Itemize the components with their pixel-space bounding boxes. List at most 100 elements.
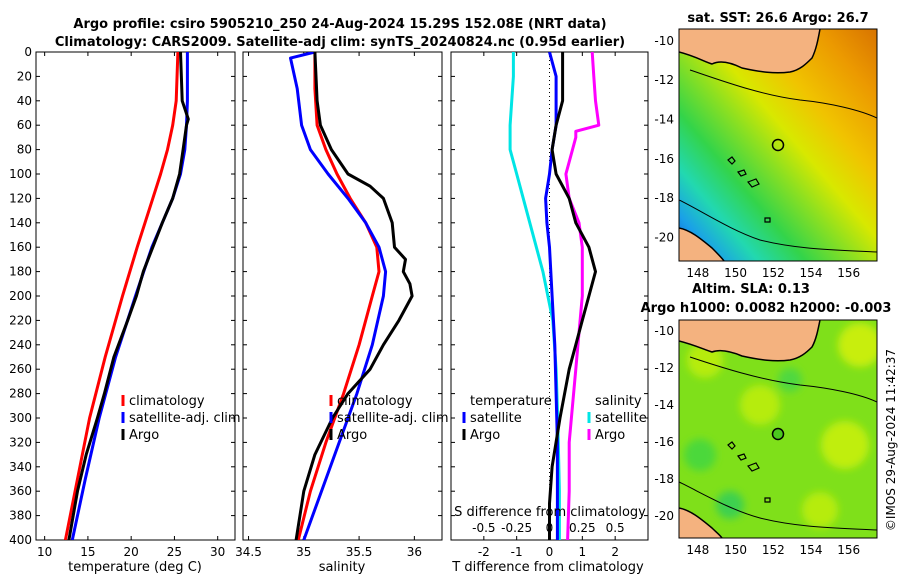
sla-anomalies bbox=[684, 323, 877, 528]
figure-title-line2: Climatology: CARS2009. Satellite-adj cli… bbox=[55, 35, 625, 50]
legend-s-satellite: satellite bbox=[595, 411, 647, 426]
legend-temperature-heading: temperature bbox=[470, 394, 552, 409]
depth-tick-label: 100 bbox=[9, 167, 32, 181]
series-line-temperature-argo bbox=[564, 52, 601, 540]
sla-anomaly-high bbox=[802, 492, 838, 528]
x-tick-label: 15 bbox=[80, 545, 95, 559]
t-diff-tick-label: 2 bbox=[611, 545, 619, 559]
sla-map-title-line1: Altim. SLA: 0.13 bbox=[692, 282, 810, 297]
lines-layer bbox=[63, 52, 601, 540]
difference-legend: temperature satellite Argo salinity sate… bbox=[462, 394, 647, 443]
sst-coastline-north bbox=[679, 29, 821, 74]
sst-land-southwest bbox=[679, 228, 724, 261]
depth-tick-label: 20 bbox=[17, 69, 32, 83]
sla-anomaly-high bbox=[838, 323, 877, 367]
depth-tick-label: 40 bbox=[17, 94, 32, 108]
sla-contour-south bbox=[679, 481, 877, 531]
series-line-satellite-adj-clim bbox=[70, 52, 189, 540]
temperature-legend: climatology satellite-adj. clim Argo bbox=[121, 394, 241, 443]
lon-tick-label: 150 bbox=[724, 543, 747, 557]
lat-tick-label: -18 bbox=[654, 191, 674, 205]
legend-s-argo: Argo bbox=[595, 428, 625, 443]
lon-tick-label: 156 bbox=[837, 266, 860, 280]
depth-tick-label: 200 bbox=[9, 289, 32, 303]
legend-salinity-heading: salinity bbox=[595, 394, 642, 409]
sst-coastline-south bbox=[679, 227, 725, 261]
lat-tick-label: -16 bbox=[654, 152, 674, 166]
sla-anomaly-high bbox=[740, 385, 780, 425]
sst-contour-north bbox=[689, 69, 877, 119]
legend-satellite: satellite-adj. clim bbox=[337, 411, 449, 426]
lon-tick-label: 152 bbox=[762, 266, 785, 280]
sst-map-frame bbox=[678, 28, 878, 262]
legend-argo: Argo bbox=[129, 428, 159, 443]
series-line-argo bbox=[294, 52, 414, 540]
x-tick-label: 20 bbox=[124, 545, 139, 559]
depth-tick-label: 180 bbox=[9, 265, 32, 279]
lat-tick-label: -12 bbox=[654, 361, 674, 375]
salinity-xlabel: salinity bbox=[319, 560, 366, 575]
lat-tick-label: -10 bbox=[654, 34, 674, 48]
t-diff-tick-label: -2 bbox=[478, 545, 490, 559]
depth-tick-label: 400 bbox=[9, 533, 32, 547]
sla-map bbox=[679, 320, 877, 538]
sdiff-xlabel: S difference from climatology bbox=[454, 505, 646, 520]
depth-tick-label: 0 bbox=[24, 45, 32, 59]
lat-tick-label: -14 bbox=[654, 398, 674, 412]
depth-tick-label: 260 bbox=[9, 362, 32, 376]
x-tick-label: 10 bbox=[37, 545, 52, 559]
sla-anomaly-low bbox=[684, 439, 716, 471]
legend-argo: Argo bbox=[337, 428, 367, 443]
x-tick-label: 34.5 bbox=[235, 545, 262, 559]
sla-map-title-line2: Argo h1000: 0.0082 h2000: -0.003 bbox=[641, 301, 892, 316]
t-diff-tick-label: 1 bbox=[579, 545, 587, 559]
sla-anomaly-low bbox=[716, 491, 744, 519]
depth-tick-label: 240 bbox=[9, 338, 32, 352]
lat-tick-label: -10 bbox=[654, 324, 674, 338]
legend-climatology: climatology bbox=[129, 394, 205, 409]
x-tick-label: 36 bbox=[407, 545, 422, 559]
depth-tick-label: 320 bbox=[9, 435, 32, 449]
s-diff-tick-label: 0.25 bbox=[569, 521, 596, 535]
x-tick-label: 30 bbox=[210, 545, 225, 559]
lat-tick-label: -12 bbox=[654, 73, 674, 87]
series-line-climatology bbox=[63, 52, 180, 540]
x-tick-label: 35.5 bbox=[346, 545, 373, 559]
sla-anomaly-high bbox=[821, 421, 869, 469]
s-diff-tick-label: -0.25 bbox=[501, 521, 532, 535]
legend-t-argo: Argo bbox=[470, 428, 500, 443]
tdiff-xlabel: T difference from climatology bbox=[451, 560, 644, 575]
lon-tick-label: 154 bbox=[800, 543, 823, 557]
sst-argo-marker bbox=[771, 138, 785, 152]
lon-tick-label: 152 bbox=[762, 543, 785, 557]
lon-tick-label: 148 bbox=[686, 266, 709, 280]
sla-reefs bbox=[727, 441, 771, 503]
lat-tick-label: -20 bbox=[654, 509, 674, 523]
t-diff-tick-label: 0 bbox=[546, 545, 554, 559]
legend-climatology: climatology bbox=[337, 394, 413, 409]
sla-anomaly-low bbox=[778, 368, 802, 392]
temperature-xlabel: temperature (deg C) bbox=[68, 560, 202, 575]
t-diff-tick-label: -1 bbox=[511, 545, 523, 559]
depth-tick-label: 120 bbox=[9, 191, 32, 205]
sst-map-title: sat. SST: 26.6 Argo: 26.7 bbox=[687, 11, 868, 26]
depth-tick-label: 280 bbox=[9, 387, 32, 401]
depth-tick-label: 300 bbox=[9, 411, 32, 425]
x-tick-label: 35 bbox=[296, 545, 311, 559]
sst-reefs bbox=[727, 156, 771, 223]
depth-tick-label: 160 bbox=[9, 240, 32, 254]
sst-map bbox=[679, 29, 877, 261]
depth-tick-label: 340 bbox=[9, 460, 32, 474]
legend-t-satellite: satellite bbox=[470, 411, 522, 426]
salinity-legend: climatology satellite-adj. clim Argo bbox=[329, 394, 449, 443]
depth-tick-label: 80 bbox=[17, 143, 32, 157]
lat-tick-label: -20 bbox=[654, 230, 674, 244]
x-tick-label: 25 bbox=[167, 545, 182, 559]
series-line-satellite-adj-clim bbox=[289, 52, 388, 540]
sla-coastline-north bbox=[679, 320, 821, 362]
figure-title-line1: Argo profile: csiro 5905210_250 24-Aug-2… bbox=[73, 17, 606, 32]
depth-tick-label: 220 bbox=[9, 313, 32, 327]
series-line-climatology bbox=[296, 52, 381, 540]
sla-argo-marker bbox=[771, 427, 785, 441]
